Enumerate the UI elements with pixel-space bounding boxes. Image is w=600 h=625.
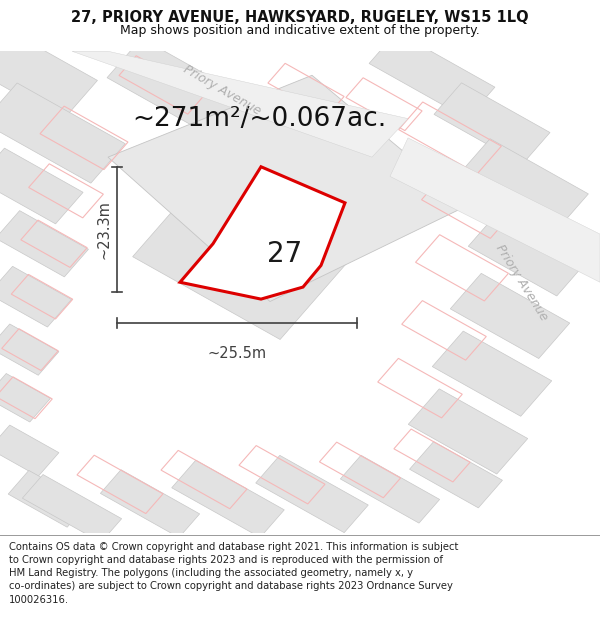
Polygon shape — [432, 331, 552, 416]
Text: Priory Avenue: Priory Avenue — [493, 242, 551, 322]
Polygon shape — [107, 38, 289, 161]
Polygon shape — [340, 455, 440, 523]
Polygon shape — [410, 442, 502, 508]
Polygon shape — [256, 456, 368, 532]
Polygon shape — [108, 75, 468, 301]
Polygon shape — [0, 425, 59, 476]
Polygon shape — [0, 266, 71, 327]
Polygon shape — [0, 374, 50, 422]
Text: ~23.3m: ~23.3m — [97, 200, 112, 259]
Polygon shape — [0, 31, 97, 120]
Polygon shape — [100, 470, 200, 538]
Polygon shape — [0, 211, 88, 277]
Polygon shape — [408, 389, 528, 474]
Text: 27, PRIORY AVENUE, HAWKSYARD, RUGELEY, WS15 1LQ: 27, PRIORY AVENUE, HAWKSYARD, RUGELEY, W… — [71, 10, 529, 25]
Polygon shape — [369, 32, 495, 119]
Polygon shape — [0, 83, 125, 183]
Polygon shape — [434, 83, 550, 164]
Polygon shape — [0, 324, 59, 375]
Polygon shape — [390, 138, 600, 282]
Text: 27: 27 — [266, 241, 302, 268]
Polygon shape — [455, 139, 589, 233]
Polygon shape — [450, 273, 570, 359]
Polygon shape — [8, 471, 88, 528]
Polygon shape — [180, 167, 345, 299]
Polygon shape — [468, 211, 588, 296]
Text: ~271m²/~0.067ac.: ~271m²/~0.067ac. — [132, 106, 386, 132]
Polygon shape — [172, 460, 284, 538]
Text: Contains OS data © Crown copyright and database right 2021. This information is : Contains OS data © Crown copyright and d… — [9, 542, 458, 604]
Text: Map shows position and indicative extent of the property.: Map shows position and indicative extent… — [120, 24, 480, 37]
Polygon shape — [0, 148, 83, 224]
Polygon shape — [72, 51, 408, 157]
Text: Priory Avenue: Priory Avenue — [181, 62, 263, 118]
Polygon shape — [133, 138, 383, 339]
Polygon shape — [22, 474, 122, 542]
Text: ~25.5m: ~25.5m — [208, 346, 266, 361]
